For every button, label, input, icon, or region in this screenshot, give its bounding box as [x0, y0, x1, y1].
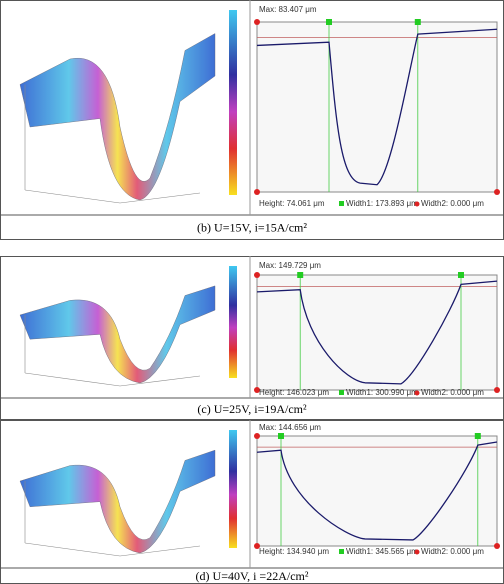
surface-3d	[20, 450, 215, 553]
surface-3d	[20, 34, 215, 201]
width1-icon	[339, 201, 344, 206]
plot-area	[257, 22, 497, 192]
caption: (b) U=15V, i=15A/cm²	[197, 220, 307, 234]
width2-label: Width2: 0.000 μm	[421, 199, 484, 208]
width-handle	[326, 19, 332, 25]
height-label: Height: 74.061 μm	[259, 199, 325, 208]
width1-label: Width1: 173.893 μm	[346, 199, 418, 208]
corner-marker	[254, 19, 260, 25]
caption: (c) U=25V, i=19A/cm²	[197, 402, 307, 416]
max-label: Max: 149.729 μm	[259, 261, 321, 270]
colorbar	[229, 10, 237, 195]
width2-icon	[415, 391, 420, 396]
width2-label: Width2: 0.000 μm	[421, 547, 484, 556]
corner-marker	[254, 189, 260, 195]
width-handle	[458, 272, 464, 278]
width-handle	[297, 272, 303, 278]
surface-3d	[20, 286, 215, 383]
width2-icon	[415, 202, 420, 207]
width1-label: Width1: 300.990 μm	[346, 388, 418, 397]
width1-icon	[339, 549, 344, 554]
corner-marker	[494, 387, 500, 393]
width-handle	[415, 19, 421, 25]
width-handle	[278, 433, 284, 439]
height-label: Height: 146.023 μm	[259, 388, 329, 397]
panel: Max: 144.656 μm Height: 134.940 μm Width1:…	[0, 420, 504, 584]
width2-label: Width2: 0.000 μm	[421, 388, 484, 397]
width1-label: Width1: 345.565 μm	[346, 547, 418, 556]
width2-icon	[415, 550, 420, 555]
panel: Max: 149.729 μm Height: 146.023 μm Width1:…	[0, 256, 504, 420]
corner-marker	[494, 543, 500, 549]
plot-area	[257, 436, 497, 546]
width-handle	[475, 433, 481, 439]
colorbar	[229, 430, 237, 548]
caption: (d) U=40V, i =22A/cm²	[196, 569, 309, 583]
figure: Max: 83.407 μm Height: 74.061 μm Width1: 1…	[0, 0, 504, 584]
panel: Max: 83.407 μm Height: 74.061 μm Width1: 1…	[0, 0, 504, 240]
corner-marker	[254, 272, 260, 278]
max-label: Max: 144.656 μm	[259, 423, 321, 432]
max-label: Max: 83.407 μm	[259, 5, 317, 14]
height-label: Height: 134.940 μm	[259, 547, 329, 556]
width1-icon	[339, 390, 344, 395]
corner-marker	[254, 433, 260, 439]
colorbar	[229, 266, 237, 378]
corner-marker	[494, 189, 500, 195]
